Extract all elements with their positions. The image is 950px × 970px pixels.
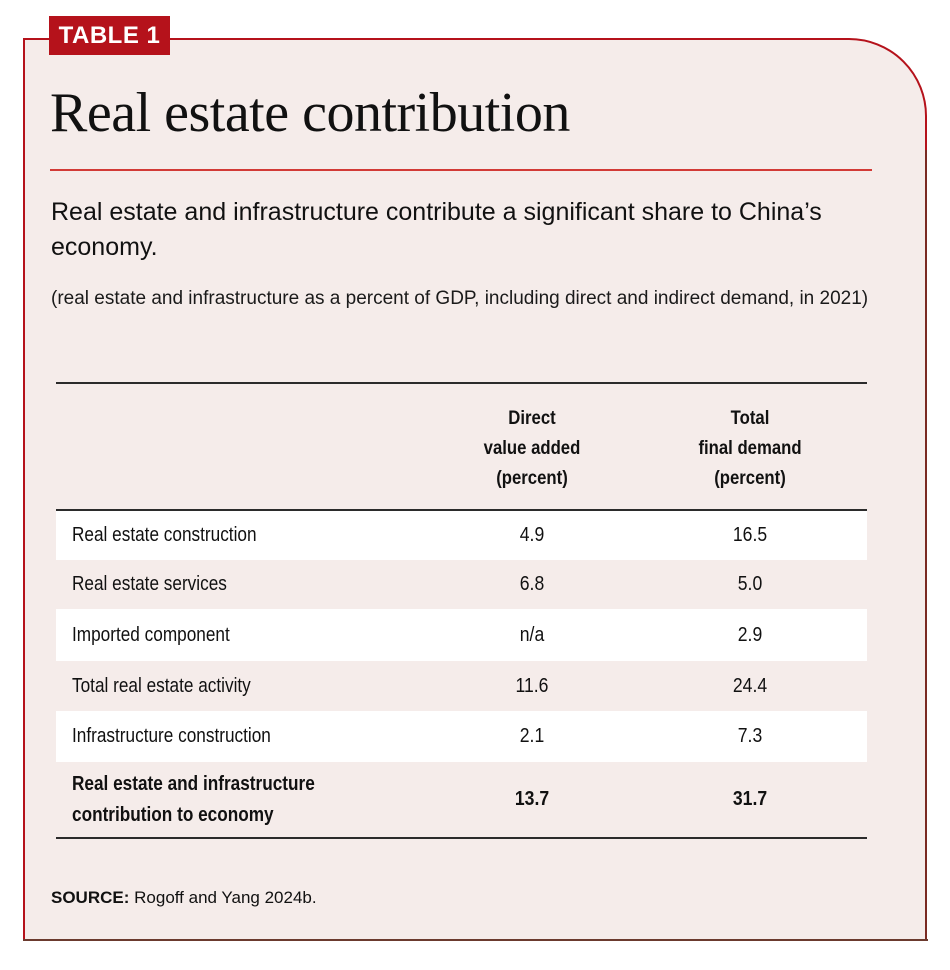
- table-header-rule: [56, 509, 867, 511]
- row-direct-value: 6.8: [519, 573, 545, 595]
- column-header-direct-value-added: Direct value added (percent): [483, 408, 581, 489]
- source-text: Rogoff and Yang 2024b.: [129, 888, 317, 907]
- row-total-value: 2.9: [737, 623, 763, 646]
- table-header: Direct value added (percent) Total final…: [56, 384, 867, 509]
- row-total-value: 5.0: [737, 573, 763, 595]
- title-divider: [50, 169, 872, 171]
- table-row-total: Real estate and infrastructure contribut…: [56, 762, 867, 837]
- row-direct-value: 2.1: [519, 725, 545, 747]
- row-total-value: 16.5: [732, 524, 768, 546]
- row-label: Imported component: [72, 623, 230, 646]
- row-direct-value: 4.9: [519, 524, 545, 546]
- page-title: Real estate contribution: [50, 82, 570, 144]
- data-table: Direct value added (percent) Total final…: [56, 382, 867, 839]
- table-note: (real estate and infrastructure as a per…: [51, 288, 869, 309]
- table-row: Real estate construction 4.9 16.5: [56, 511, 867, 560]
- row-direct-value: 11.6: [515, 674, 549, 697]
- row-label: Infrastructure construction: [72, 725, 271, 747]
- table-row: Imported component n/a 2.9: [56, 609, 867, 661]
- row-label: Total real estate activity: [72, 674, 251, 697]
- row-total-value: 31.7: [732, 788, 768, 810]
- source-note: SOURCE: Rogoff and Yang 2024b.: [51, 888, 317, 908]
- row-direct-value: 13.7: [514, 788, 550, 810]
- row-label: Real estate and infrastructure contribut…: [72, 772, 315, 826]
- column-header-total-final-demand: Total final demand (percent): [698, 408, 802, 489]
- row-label: Real estate construction: [72, 524, 257, 546]
- table-row: Real estate services 6.8 5.0: [56, 560, 867, 609]
- row-label: Real estate services: [72, 573, 227, 595]
- row-total-value: 24.4: [732, 674, 768, 697]
- table-row: Infrastructure construction 2.1 7.3: [56, 711, 867, 762]
- row-total-value: 7.3: [737, 725, 763, 747]
- table-bottom-rule: [56, 837, 867, 839]
- row-direct-value: n/a: [519, 623, 545, 646]
- table-row: Total real estate activity 11.6 24.4: [56, 661, 867, 711]
- subtitle: Real estate and infrastructure contribut…: [51, 198, 822, 261]
- panel-bottom-border: [23, 939, 928, 941]
- source-key: SOURCE:: [51, 888, 130, 907]
- table-label-tag: TABLE 1: [49, 16, 170, 55]
- table-top-rule: [56, 382, 867, 384]
- table-body: Real estate construction 4.9 16.5 Real e…: [56, 511, 867, 837]
- panel-right-border: [925, 150, 927, 941]
